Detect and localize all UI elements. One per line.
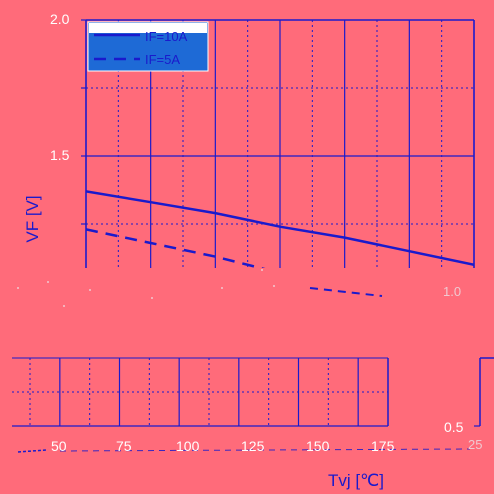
legend-header-strip bbox=[89, 23, 207, 33]
scatter-fragments bbox=[17, 269, 471, 453]
legend: IF=10A IF=5A bbox=[87, 21, 209, 72]
x-tick-label: 75 bbox=[116, 438, 132, 454]
y-tick-label: 0.5 bbox=[444, 419, 464, 435]
x-tick-label: 150 bbox=[306, 438, 330, 454]
y-tick-labels: 2.0 1.5 1.0 0.5 bbox=[50, 11, 464, 435]
y-tick-label: 1.0 bbox=[443, 284, 461, 299]
fragment-stroke bbox=[17, 449, 47, 453]
noise-dot bbox=[17, 287, 19, 289]
x-tick-label: 100 bbox=[176, 438, 200, 454]
noise-dot bbox=[151, 297, 153, 299]
noise-dot bbox=[273, 285, 275, 287]
noise-dot bbox=[47, 281, 49, 283]
bottom-panel bbox=[12, 357, 494, 427]
x-tick-label: 175 bbox=[371, 438, 395, 454]
x-tick-label: 50 bbox=[51, 438, 67, 454]
y-tick-label: 2.0 bbox=[50, 11, 70, 27]
fragment-stroke bbox=[309, 287, 383, 297]
legend-label: IF=5A bbox=[145, 52, 180, 67]
series-line bbox=[86, 228, 266, 268]
noise-dot bbox=[261, 269, 263, 271]
noise-dot bbox=[221, 287, 223, 289]
fragment-stroke bbox=[59, 448, 471, 452]
top-panel bbox=[81, 19, 475, 268]
x-tick-label: 125 bbox=[241, 438, 265, 454]
y-axis-label: VF [V] bbox=[23, 195, 42, 242]
noise-dot bbox=[63, 305, 65, 307]
noise-dot bbox=[89, 289, 91, 291]
legend-label: IF=10A bbox=[145, 29, 188, 44]
y-tick-label: 1.5 bbox=[50, 147, 70, 163]
x-tick-label: 25 bbox=[468, 437, 482, 452]
series-line bbox=[86, 190, 474, 267]
x-axis-label: Tvj [℃] bbox=[328, 471, 384, 490]
x-tick-labels: 25 50 75 100 125 150 175 bbox=[51, 437, 482, 454]
